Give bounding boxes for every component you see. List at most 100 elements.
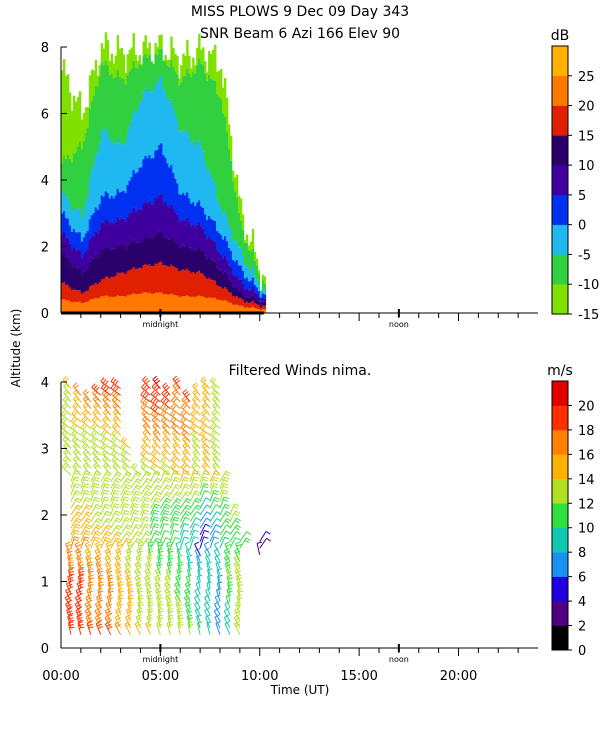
wind-barb-feather (214, 608, 219, 612)
wind-barb-feather (192, 472, 198, 475)
wind-barb-feather (125, 517, 131, 521)
wind-barb-feather (123, 505, 129, 509)
wind-barb (87, 574, 94, 589)
snr-cell (102, 132, 106, 197)
wind-barb-shaft (169, 523, 175, 536)
wind-barb-shaft (169, 516, 175, 529)
snr-cell (112, 144, 116, 199)
snr-cell (221, 113, 225, 215)
wind-barb-shaft (160, 467, 171, 476)
wind-barb (169, 504, 182, 516)
wind-barb-feather (102, 378, 107, 384)
snr-cell (112, 249, 116, 278)
snr-cell (198, 200, 201, 222)
snr-cell (239, 305, 243, 313)
wind-barb-feather (86, 597, 92, 601)
snr-cell (182, 296, 185, 313)
wind-barb-shaft (181, 459, 191, 469)
wind-barb-feather (157, 554, 163, 558)
wind-barb-shaft (70, 497, 78, 509)
snr-cell (68, 225, 72, 244)
snr-cell (64, 196, 68, 218)
wind-barb (191, 462, 201, 476)
wind-barb (140, 403, 151, 416)
wind-barb-feather (144, 503, 150, 506)
snr-cell (94, 207, 98, 232)
wind-barb-shaft (87, 576, 92, 589)
snr-cell (243, 242, 247, 266)
wind-barb-feather (196, 497, 202, 502)
wind-barb-shaft (74, 597, 82, 609)
wind-barb-shaft (70, 427, 82, 436)
wind-barb (110, 383, 121, 396)
wind-barb-feather (225, 543, 231, 547)
wind-barb-feather (138, 604, 144, 607)
wind-barb-feather (162, 405, 167, 411)
snr-cell (184, 55, 187, 76)
wind-barb-feather (182, 418, 186, 424)
snr-cell (243, 297, 247, 303)
wind-barb-shaft (130, 510, 135, 522)
snr-cell (168, 67, 171, 103)
wind-barb-feather (137, 550, 143, 554)
wind-barb (200, 416, 211, 429)
snr-cell (154, 234, 157, 264)
snr-cell (186, 192, 189, 218)
wind-barb (180, 410, 191, 423)
wind-barb-feather (106, 550, 112, 554)
wind-barb-shaft (130, 490, 137, 502)
snr-cell (96, 233, 100, 258)
wind-barb (236, 588, 243, 602)
wind-barb-shaft (136, 549, 141, 562)
wind-barb-feather (95, 601, 101, 605)
wind-barb-shaft (159, 470, 166, 482)
wind-barb-shaft (211, 446, 221, 456)
wind-barb (131, 462, 141, 476)
wind-barb-feather (180, 403, 185, 408)
wind-barb-feather (154, 523, 160, 526)
wind-barb (115, 548, 122, 562)
wind-barb (130, 509, 140, 522)
wind-barb-feather (224, 536, 230, 540)
snr-cell (208, 277, 211, 298)
snr-cell (247, 245, 251, 251)
wind-barb-shaft (120, 454, 131, 463)
wind-barb (211, 409, 221, 423)
wind-barb-feather (142, 465, 147, 470)
wind-barb-shaft (160, 420, 171, 429)
snr-cell (202, 251, 205, 274)
wind-barb-feather (93, 425, 97, 430)
snr-cell (245, 243, 249, 265)
snr-cell (104, 32, 108, 61)
wind-barb (189, 417, 201, 429)
snr-panel-title: SNR Beam 6 Azi 166 Elev 90 (200, 26, 400, 42)
wind-barb (223, 608, 231, 622)
wind-barb-feather (206, 517, 211, 522)
snr-cell (98, 65, 102, 77)
snr-cell (257, 305, 261, 310)
wind-barb-feather (82, 425, 87, 430)
snr-cell (86, 230, 90, 250)
wind-barb (70, 490, 81, 502)
wind-barb-feather (162, 411, 167, 417)
wind-barb-feather (150, 449, 155, 455)
wind-barb (115, 607, 122, 622)
wind-barb-shaft (84, 550, 92, 562)
wind-barb-shaft (214, 616, 221, 629)
snr-cell (76, 97, 80, 148)
wind-barb-shaft (233, 563, 241, 576)
snr-cell (122, 296, 125, 313)
snr-cell (146, 237, 149, 266)
wind-barb-shaft (64, 597, 72, 609)
wind-barb-feather (74, 476, 80, 479)
snr-cell (192, 71, 195, 142)
wind-barb (189, 523, 200, 536)
wind-barb-feather (74, 483, 80, 486)
wind-barb-feather (192, 442, 197, 447)
wind-barb-feather (212, 418, 217, 423)
wind-barb-shaft (110, 524, 118, 536)
snr-cell (233, 296, 237, 305)
wind-barb (104, 607, 113, 622)
wind-barb-shaft (102, 419, 112, 429)
snr-cell (231, 260, 235, 276)
